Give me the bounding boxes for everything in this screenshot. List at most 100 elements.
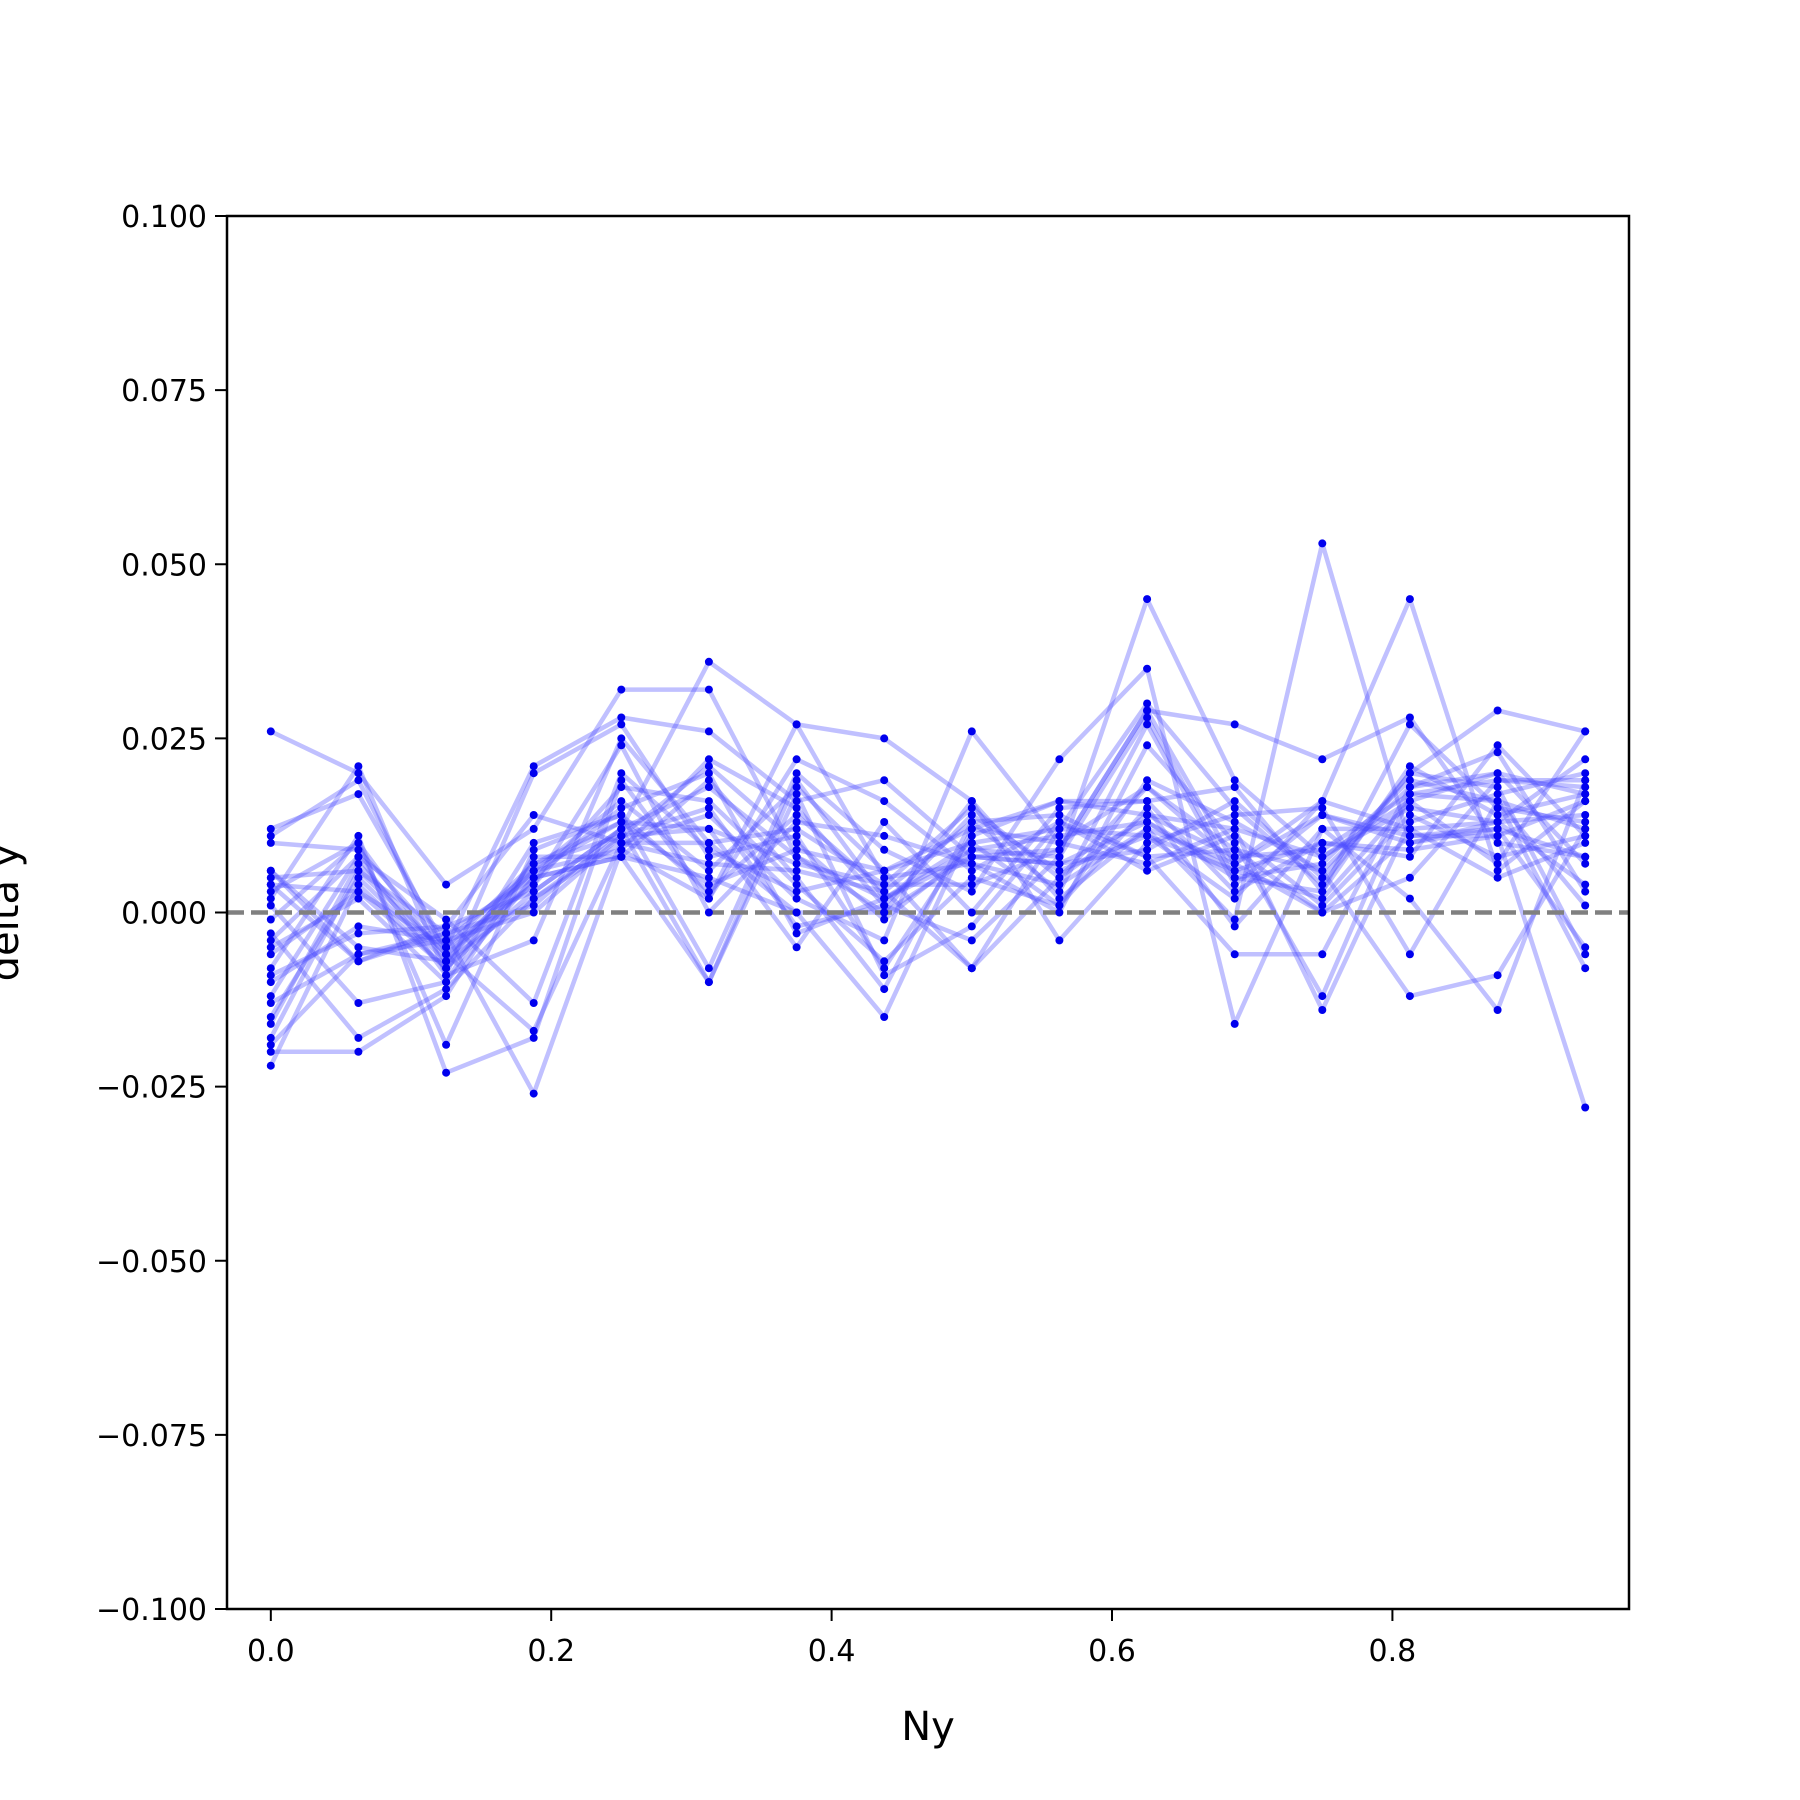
data-point [1581, 901, 1590, 910]
y-tick-label: 0.025 [121, 722, 207, 757]
data-point [1143, 797, 1152, 806]
data-point [354, 831, 363, 840]
data-point [617, 769, 626, 778]
data-point [1318, 845, 1327, 854]
data-point [1230, 1019, 1239, 1028]
data-point [704, 776, 713, 785]
data-point [1581, 755, 1590, 764]
data-point [1143, 859, 1152, 868]
data-point [617, 818, 626, 826]
data-point [1055, 804, 1064, 812]
data-point [1143, 699, 1152, 708]
data-point [1318, 894, 1327, 903]
data-point [1493, 811, 1502, 819]
data-point [1493, 804, 1502, 812]
data-point [1055, 831, 1064, 840]
data-point [880, 887, 889, 896]
data-point [704, 964, 713, 973]
data-point [442, 922, 451, 931]
data-point [1581, 852, 1590, 861]
data-point [617, 852, 626, 861]
data-point [1581, 831, 1590, 840]
data-point [617, 797, 626, 806]
data-point [354, 762, 363, 771]
data-point [529, 838, 538, 847]
data-point [1493, 873, 1502, 882]
data-point [967, 824, 976, 833]
data-point [880, 915, 889, 924]
data-point [1143, 706, 1152, 715]
data-point [1318, 908, 1327, 917]
data-point [529, 1089, 538, 1098]
data-point [704, 783, 713, 792]
data-point [1055, 908, 1064, 917]
data-point [354, 873, 363, 882]
data-point [442, 992, 451, 1001]
data-point [1318, 539, 1327, 548]
data-point [1318, 873, 1327, 882]
data-point [1230, 950, 1239, 959]
data-point [1581, 818, 1590, 826]
data-point [1405, 992, 1414, 1001]
data-point [266, 971, 275, 980]
data-point [880, 797, 889, 806]
data-point [529, 936, 538, 945]
data-point [967, 964, 976, 973]
data-point [529, 866, 538, 875]
data-point [1055, 887, 1064, 896]
data-point [880, 873, 889, 882]
data-point [1055, 838, 1064, 847]
data-point [1230, 845, 1239, 854]
data-point [704, 859, 713, 868]
data-point [1405, 838, 1414, 847]
data-point [1230, 873, 1239, 882]
data-point [792, 859, 801, 868]
data-point [354, 887, 363, 896]
data-point [1405, 852, 1414, 861]
data-point [792, 873, 801, 882]
data-point [1405, 713, 1414, 722]
data-point [266, 1040, 275, 1049]
data-point [266, 1013, 275, 1021]
data-point [704, 769, 713, 778]
data-point [880, 818, 889, 826]
data-point [1143, 845, 1152, 854]
data-point [967, 936, 976, 945]
data-point [1405, 720, 1414, 729]
data-point [1230, 783, 1239, 792]
data-point [792, 824, 801, 833]
data-point [704, 797, 713, 806]
data-point [266, 831, 275, 840]
data-point [1405, 894, 1414, 903]
series-line-28 [269, 777, 1586, 964]
data-point [704, 762, 713, 771]
data-point [266, 894, 275, 903]
data-point [442, 1040, 451, 1049]
data-point [1230, 818, 1239, 826]
data-point [617, 811, 626, 819]
data-point [1581, 727, 1590, 736]
data-point [1055, 894, 1064, 903]
data-point [1405, 811, 1414, 819]
x-tick-label: 0.0 [247, 1634, 295, 1669]
data-point [354, 769, 363, 778]
y-tick-label: 0.075 [121, 374, 207, 409]
series-line-5 [269, 596, 1586, 1096]
series-line-9 [268, 750, 1588, 1075]
data-point [1493, 838, 1502, 847]
data-point [1143, 713, 1152, 722]
data-point [442, 957, 451, 966]
data-point [442, 971, 451, 980]
x-tick-label: 0.6 [1088, 1634, 1136, 1669]
data-point [967, 866, 976, 875]
data-point [704, 755, 713, 764]
data-point [1055, 845, 1064, 854]
data-point [704, 845, 713, 854]
data-point [266, 727, 275, 736]
data-point [1143, 811, 1152, 819]
data-point [967, 880, 976, 889]
x-tick-label: 0.8 [1369, 1634, 1417, 1669]
series-line-23 [270, 770, 1587, 964]
data-point [1230, 894, 1239, 903]
data-point [880, 964, 889, 973]
